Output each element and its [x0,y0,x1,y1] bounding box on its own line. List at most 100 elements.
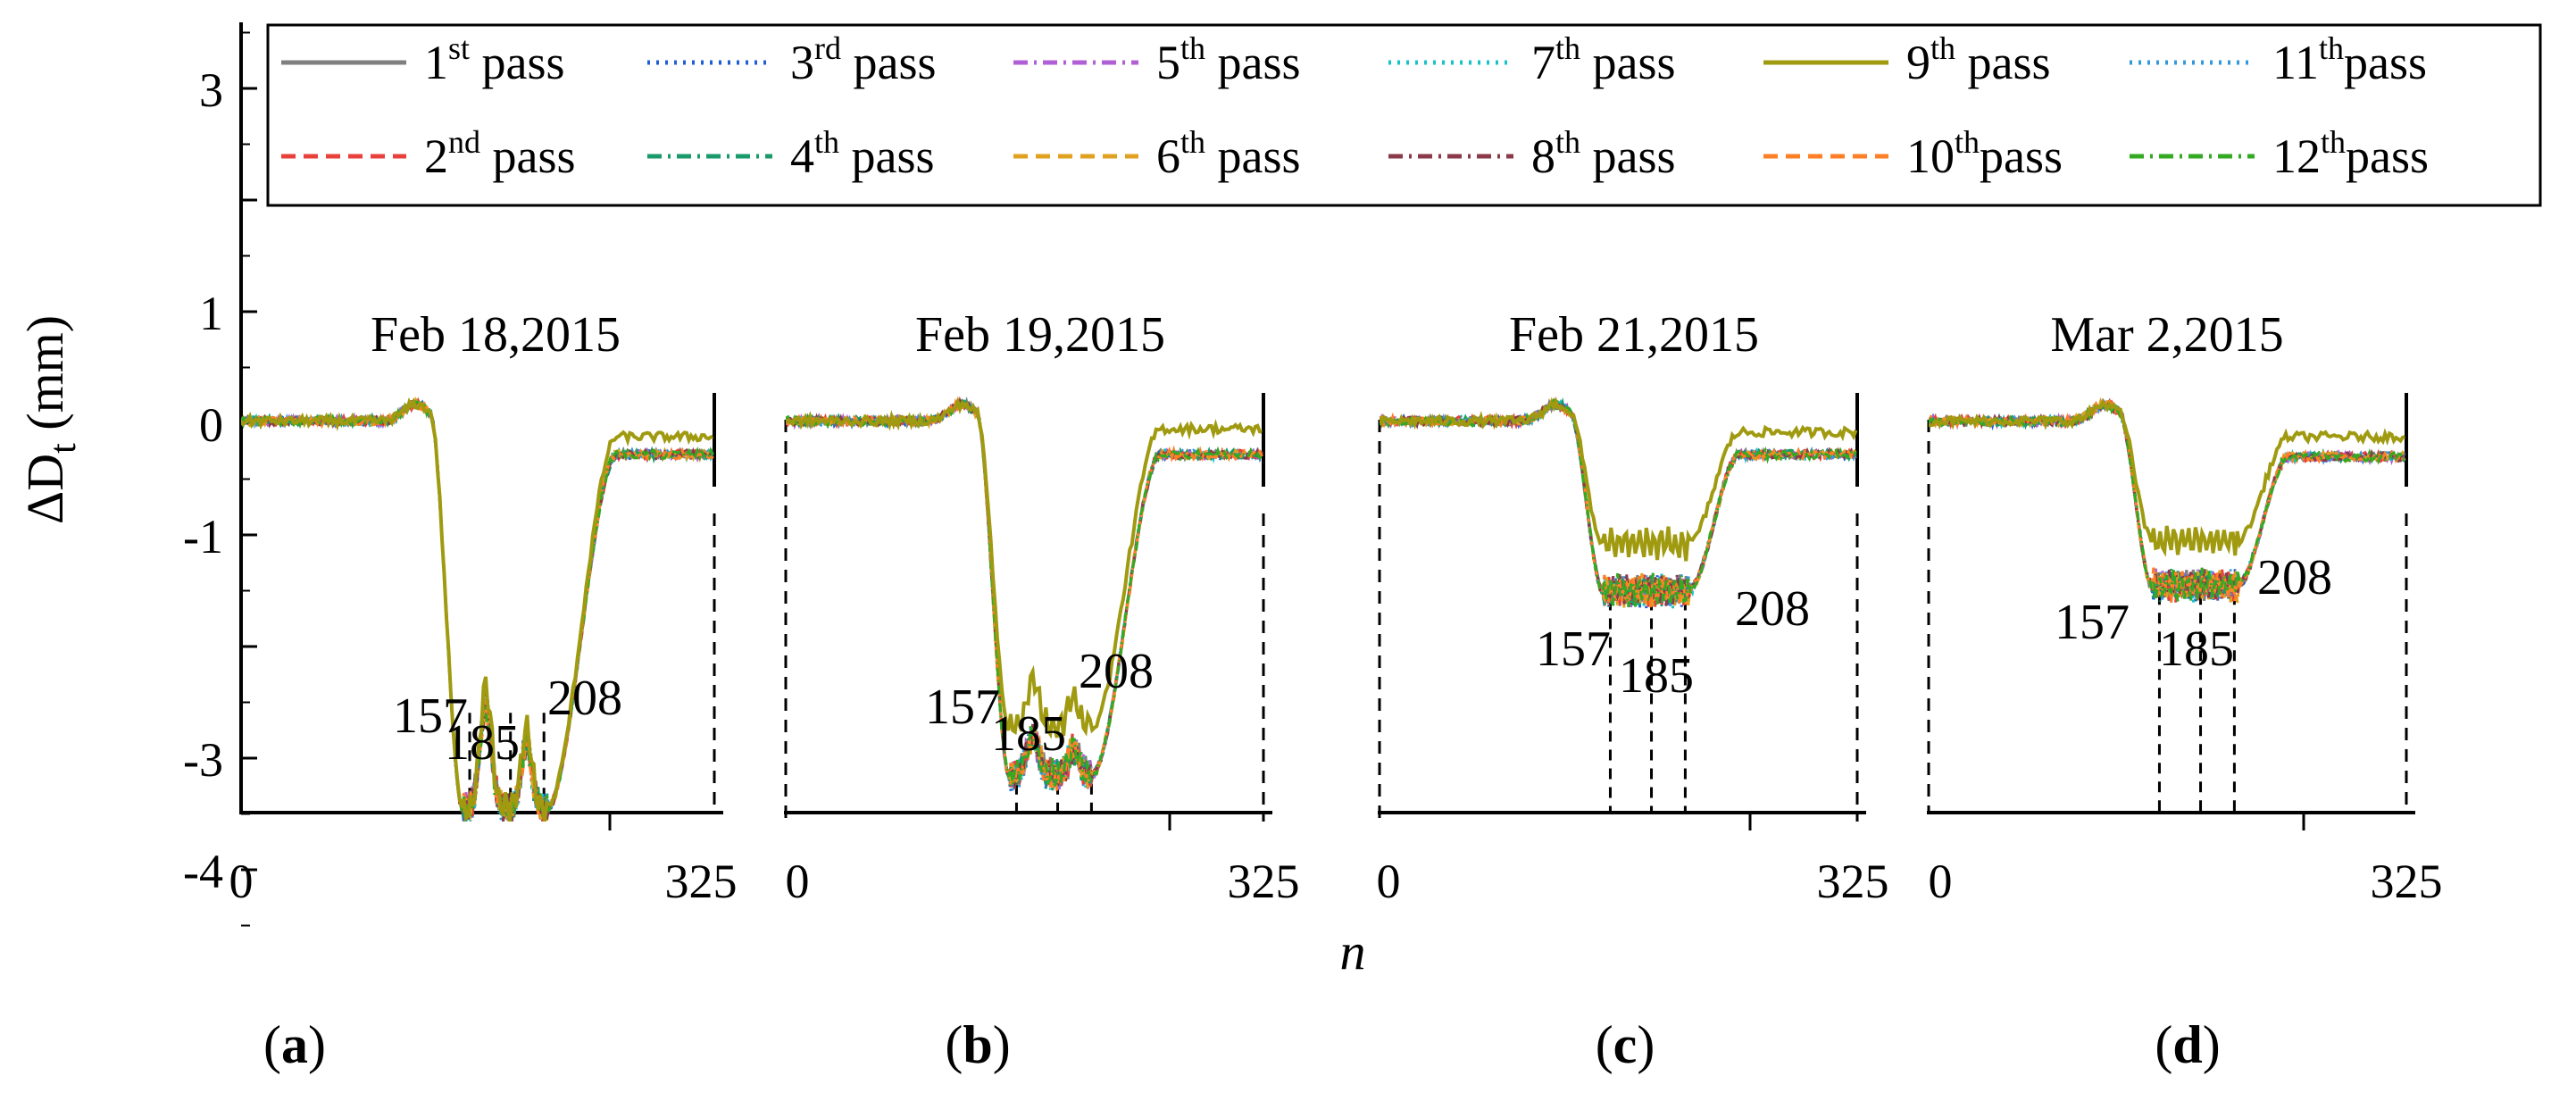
wheel-label: 157 [393,688,468,744]
series-line [786,398,1263,787]
series-line [1929,398,2406,600]
panel-label-a: (a) [263,1015,326,1074]
x-tick-label: 0 [1929,855,1953,908]
legend-number: 5 [1156,36,1180,89]
x-tick-label: 0 [229,855,254,908]
x-tick-label: 325 [1817,855,1889,908]
series-line [1929,396,2406,601]
legend-suffix: pass [1205,129,1301,183]
legend-ordinal: st [448,30,470,66]
wheel-label: 185 [445,715,520,771]
legend-entry: 4th pass [647,124,935,183]
x-tick-label: 0 [1377,855,1401,908]
wheel-label: 185 [2159,622,2234,677]
y-tick-label: 4 [199,0,223,5]
legend-entries: 1st pass 3rd pass 5th pass 7th pass 9th pass… [281,30,2429,183]
legend-ordinal: th [2321,124,2346,160]
y-axis: 4 3 1 0 -1 -3 -4 ΔDt (mm) [16,0,257,927]
y-label-main: ΔD [16,454,74,524]
legend-label: 11thpass [2272,30,2427,89]
panel-title: Feb 19,2015 [915,307,1165,363]
series-line [241,396,713,822]
legend-suffix: pass [841,36,937,89]
legend-entry: 11thpass [2130,30,2427,89]
paren-open: ( [1596,1015,1613,1074]
legend-label: 7th pass [1531,30,1676,89]
legend-ordinal: th [814,124,839,160]
y-tick-labels: 4 3 1 0 -1 -3 -4 [183,0,223,898]
legend-ordinal: rd [814,30,841,66]
legend-entry: 5th pass [1013,30,1301,89]
legend-ordinal: th [1180,124,1205,160]
panel-letter: a [281,1015,308,1074]
x-tick-label: 325 [665,855,738,908]
paren-close: ) [308,1015,326,1074]
panel-title: Mar 2,2015 [2050,307,2283,363]
legend-label: 9th pass [1906,30,2051,89]
legend-number: 8 [1531,129,1555,183]
legend-label: 8th pass [1531,124,1676,183]
series-group [786,396,1263,791]
legend-number: 11 [2272,36,2319,89]
panel-letter: c [1613,1015,1638,1074]
series-line [1380,398,1857,608]
series-line [1929,399,2406,602]
series-group [241,396,714,822]
panel-title: Feb 18,2015 [371,307,621,363]
legend-suffix: pass [1580,129,1676,183]
legend-entry: 2nd pass [281,124,576,183]
y-tick-label: 0 [199,398,223,452]
legend-label: 5th pass [1156,30,1301,89]
legend-suffix: pass [839,129,935,183]
paren-open: ( [945,1015,963,1074]
y-tick-label: -4 [183,845,223,898]
legend-entry: 7th pass [1388,30,1676,89]
panel-label-b: (b) [945,1015,1010,1074]
y-ticks [241,31,257,927]
paren-close: ) [993,1015,1011,1074]
legend-label: 12thpass [2272,124,2429,183]
legend-suffix: pass [2346,129,2429,183]
legend-entry: 6th pass [1013,124,1301,183]
panel-d: Mar 2,2015 0 325 157 185 208 [1927,307,2443,908]
legend-entry: 8th pass [1388,124,1676,183]
panel-label-d: (d) [2155,1015,2220,1074]
wheel-label: 208 [1079,644,1154,699]
y-tick-label: -1 [183,510,223,563]
legend-ordinal: th [1180,30,1205,66]
legend-label: 2nd pass [424,124,576,183]
legend-suffix: pass [480,129,576,183]
legend-ordinal: th [1555,30,1580,66]
legend-suffix: pass [1955,36,2051,89]
wheel-label: 157 [925,680,1000,735]
series-line [786,396,1263,739]
paren-open: ( [2155,1015,2172,1074]
legend-entry: 3rd pass [647,30,937,89]
paren-close: ) [2203,1015,2221,1074]
x-tick-label: 325 [2371,855,2443,908]
legend-suffix: pass [2344,36,2427,89]
panel-letter: d [2172,1015,2202,1074]
legend-number: 4 [790,129,814,183]
legend-label: 4th pass [790,124,935,183]
series-line [786,399,1263,791]
legend-number: 1 [424,36,448,89]
wheel-label: 157 [1536,622,1611,677]
wheel-label: 208 [1735,581,1810,637]
series-line [1929,397,2405,602]
series-line [786,397,1263,791]
panel-label-c: (c) [1596,1015,1655,1074]
legend-ordinal: th [1555,124,1580,160]
legend-number: 7 [1531,36,1555,89]
legend-number: 2 [424,129,448,183]
legend: 1st pass 3rd pass 5th pass 7th pass 9th pass… [266,23,2542,207]
paren-close: ) [1637,1015,1655,1074]
legend-label: 1st pass [424,30,565,89]
wheel-label: 208 [547,671,622,726]
legend-number: 10 [1906,129,1955,183]
legend-box [266,23,2542,207]
wheel-label: 185 [991,706,1066,762]
legend-label: 6th pass [1156,124,1301,183]
